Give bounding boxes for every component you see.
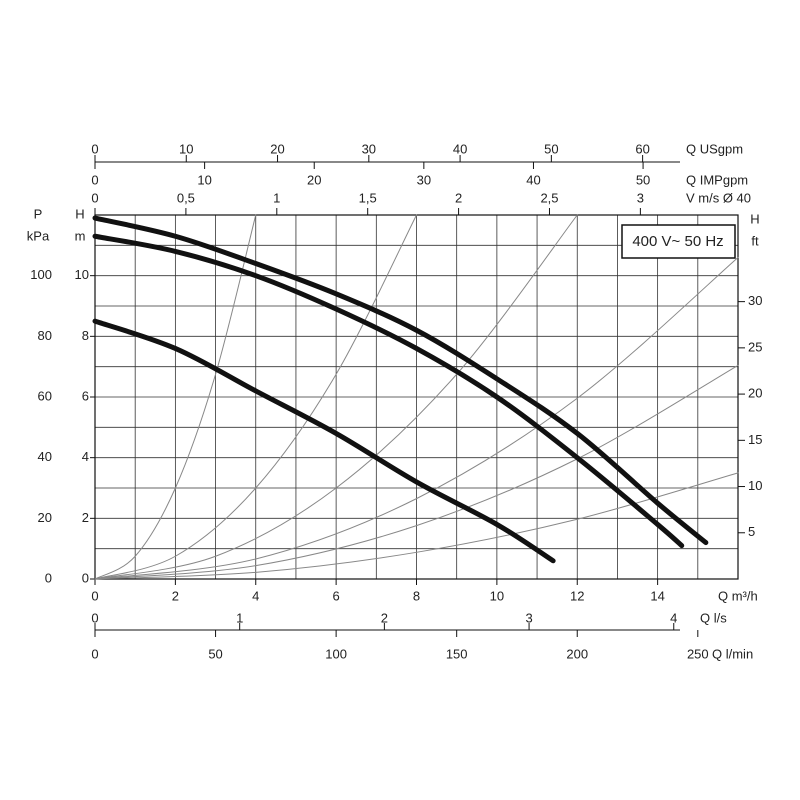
axis-title: V m/s Ø 40 (686, 190, 751, 205)
axis-tick-label: 250 (687, 646, 709, 661)
axis-tick-label: 5 (748, 524, 755, 539)
axis-tick-label: 40 (38, 449, 52, 464)
axis-title: kPa (27, 228, 50, 243)
y-tick-label: 4 (82, 449, 89, 464)
pump-curve (92, 318, 556, 564)
axis-tick-label: 50 (636, 172, 650, 187)
y-tick-label: 6 (82, 388, 89, 403)
system-curve (94, 214, 417, 580)
axis-tick-label: 10 (179, 141, 193, 156)
x-tick-label: 0 (91, 588, 98, 603)
x-tick-label: 10 (490, 588, 504, 603)
x-axis-title: Q m³/h (718, 588, 758, 603)
axis-title: Q IMPgpm (686, 172, 748, 187)
axis-tick-label: 0 (91, 646, 98, 661)
axis-tick-label: 80 (38, 328, 52, 343)
axis-tick-label: 30 (362, 141, 376, 156)
axis-tick-label: 0,5 (177, 190, 195, 205)
axis-tick-label: 50 (208, 646, 222, 661)
axis-title: Q l/min (712, 646, 753, 661)
label-box (621, 224, 736, 259)
axis-tick-label: 25 (748, 339, 762, 354)
system-curve (94, 214, 257, 580)
label-box-text: 400 V~ 50 Hz (632, 233, 723, 250)
system-curve (94, 256, 739, 580)
axis-tick-label: 20 (270, 141, 284, 156)
axis-tick-label: 100 (325, 646, 347, 661)
axis-tick-label: 200 (566, 646, 588, 661)
axis-tick-label: 1 (273, 190, 280, 205)
y-tick-label: 0 (82, 570, 89, 585)
axis-title: ft (751, 233, 759, 248)
pump-curve (92, 215, 709, 546)
axis-tick-label: 3 (637, 190, 644, 205)
x-tick-label: 2 (172, 588, 179, 603)
axis-tick-label: 0 (91, 141, 98, 156)
axis-tick-label: 100 (30, 267, 52, 282)
pump-curve (92, 233, 685, 549)
system-curve (94, 364, 739, 580)
x-tick-label: 8 (413, 588, 420, 603)
axis-tick-label: 0 (91, 190, 98, 205)
axis-title: H (750, 211, 759, 226)
axis-tick-label: 2 (455, 190, 462, 205)
axis-tick-label: 0 (45, 570, 52, 585)
y-axis-title: H (75, 206, 84, 221)
axis-tick-label: 20 (38, 510, 52, 525)
x-tick-label: 6 (333, 588, 340, 603)
y-tick-label: 2 (82, 510, 89, 525)
x-tick-label: 4 (252, 588, 259, 603)
axis-tick-label: 30 (748, 293, 762, 308)
axis-tick-label: 10 (197, 172, 211, 187)
axis-tick-label: 50 (544, 141, 558, 156)
axis-tick-label: 40 (453, 141, 467, 156)
axis-title: P (34, 206, 43, 221)
axis-tick-label: 1,5 (359, 190, 377, 205)
axis-tick-label: 30 (417, 172, 431, 187)
axis-tick-label: 2,5 (540, 190, 558, 205)
axis-tick-label: 60 (635, 141, 649, 156)
axis-tick-label: 1 (236, 610, 243, 625)
y-tick-label: 10 (75, 267, 89, 282)
x-tick-label: 12 (570, 588, 584, 603)
axis-tick-label: 150 (446, 646, 468, 661)
axis-tick-label: 20 (748, 386, 762, 401)
axis-tick-label: 60 (38, 388, 52, 403)
system-curve (94, 214, 578, 580)
axis-tick-label: 20 (307, 172, 321, 187)
y-axis-title: m (75, 228, 86, 243)
axis-tick-label: 2 (381, 610, 388, 625)
x-tick-label: 14 (650, 588, 664, 603)
axis-title: Q l/s (700, 610, 727, 625)
axis-tick-label: 40 (526, 172, 540, 187)
y-tick-label: 8 (82, 328, 89, 343)
axis-tick-label: 10 (748, 478, 762, 493)
axis-tick-label: 4 (670, 610, 677, 625)
axis-tick-label: 0 (91, 172, 98, 187)
axis-tick-label: 3 (525, 610, 532, 625)
axis-tick-label: 0 (91, 610, 98, 625)
axis-tick-label: 15 (748, 432, 762, 447)
axis-title: Q USgpm (686, 141, 743, 156)
